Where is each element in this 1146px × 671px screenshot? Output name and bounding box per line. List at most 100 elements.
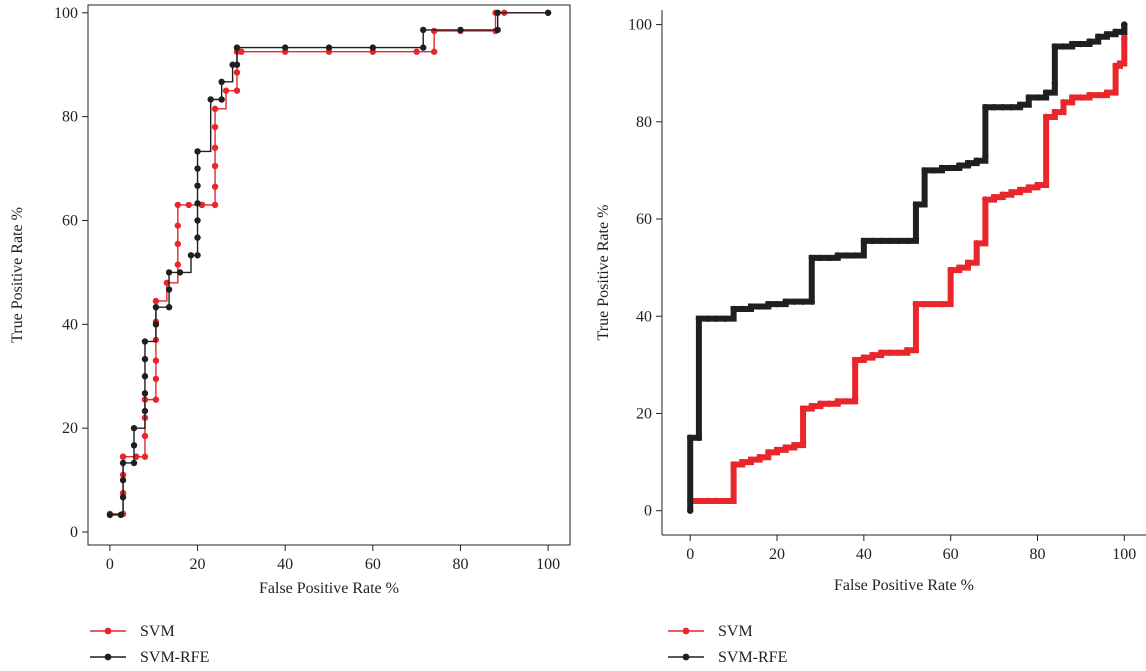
data-point [851, 356, 859, 364]
data-point [921, 167, 928, 174]
data-point [141, 373, 149, 380]
legend: SVM SVM-RFE [668, 623, 787, 666]
legend-marker [104, 653, 112, 661]
data-point [233, 87, 241, 94]
data-point [765, 449, 772, 456]
x-tick-label: 80 [1029, 546, 1045, 563]
x-tick-label: 100 [1112, 546, 1136, 563]
data-point [1051, 108, 1059, 116]
x-tick-label: 100 [536, 556, 560, 573]
data-point [791, 441, 798, 449]
y-tick-label: 80 [62, 109, 78, 126]
data-point [420, 44, 427, 51]
data-point [1112, 28, 1119, 36]
data-point [739, 458, 746, 466]
legend-marker [682, 627, 690, 635]
data-point [211, 123, 219, 131]
legend-label: SVM [718, 623, 753, 640]
data-point [194, 165, 201, 172]
y-tick-label: 100 [628, 17, 652, 34]
series-svm [687, 21, 1128, 505]
data-point [325, 44, 333, 51]
data-point [233, 61, 241, 68]
data-point [1077, 94, 1085, 101]
data-point [1051, 79, 1059, 87]
data-point [141, 407, 149, 415]
data-point [990, 193, 998, 201]
data-point [1095, 33, 1102, 40]
data-point [119, 476, 127, 484]
x-tick-label: 60 [943, 546, 959, 563]
data-point [281, 44, 289, 51]
data-point [713, 497, 720, 505]
y-tick-label: 20 [62, 420, 78, 437]
data-point [808, 298, 815, 305]
data-point [930, 300, 937, 308]
data-point [1077, 40, 1085, 48]
data-point [1025, 184, 1032, 191]
series-line [690, 24, 1128, 504]
data-point [117, 511, 125, 519]
data-point [808, 402, 815, 410]
y-tick-label: 100 [54, 5, 78, 22]
data-point [799, 405, 807, 412]
data-point [773, 446, 781, 454]
data-point [1116, 60, 1124, 67]
data-point [834, 252, 842, 259]
data-point [457, 26, 464, 34]
data-point [982, 196, 989, 203]
data-point [233, 69, 241, 76]
data-point [1051, 43, 1059, 50]
data-point [194, 148, 201, 155]
data-point [1016, 186, 1024, 194]
data-point [782, 298, 789, 305]
data-point [218, 78, 225, 86]
data-point [878, 349, 885, 356]
data-point [999, 191, 1006, 198]
x-tick-label: 60 [365, 556, 381, 573]
data-point [912, 300, 920, 308]
x-tick-label: 20 [190, 556, 206, 573]
y-tick-label: 0 [70, 524, 78, 541]
data-point [834, 398, 842, 405]
data-point [851, 252, 859, 259]
data-point [176, 269, 184, 276]
data-point [141, 338, 149, 345]
data-point [152, 375, 160, 383]
data-point [1121, 21, 1128, 28]
data-point [817, 400, 824, 407]
data-point [229, 61, 236, 68]
data-point [930, 167, 937, 174]
y-tick-label: 20 [636, 405, 652, 422]
data-point [799, 439, 807, 446]
data-point [956, 162, 963, 169]
data-point [721, 497, 729, 505]
plot-frame [87, 4, 571, 546]
data-point [194, 200, 201, 207]
data-point [973, 157, 980, 164]
data-point [185, 201, 192, 209]
data-point [1008, 104, 1015, 111]
legend-label: SVM-RFE [140, 649, 209, 666]
data-point [912, 201, 920, 208]
data-point [687, 434, 694, 441]
data-point [747, 303, 755, 310]
data-point [1034, 94, 1041, 101]
data-point [1103, 89, 1111, 96]
data-point [238, 48, 245, 55]
data-point [825, 254, 833, 262]
x-axis-label: False Positive Rate % [259, 580, 399, 597]
data-point [999, 104, 1006, 111]
data-point [799, 298, 807, 305]
data-point [1086, 91, 1093, 99]
legend-marker [104, 627, 112, 635]
data-point [1060, 99, 1067, 106]
data-point [207, 96, 214, 103]
y-tick-label: 40 [636, 308, 652, 325]
data-point [956, 264, 963, 271]
data-point [165, 286, 173, 293]
x-tick-label: 20 [769, 546, 785, 563]
data-point [895, 349, 902, 356]
data-point [886, 237, 894, 245]
